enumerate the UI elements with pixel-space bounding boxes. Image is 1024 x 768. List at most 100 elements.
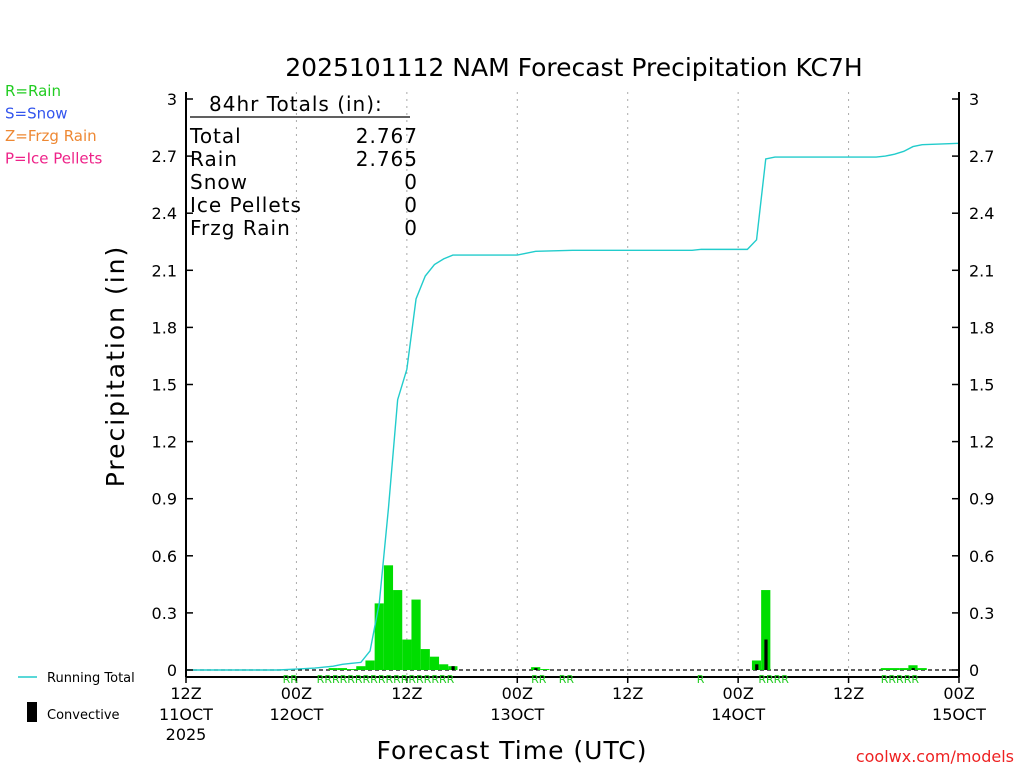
- precip-bar: [383, 565, 394, 670]
- convective-bar: [534, 668, 538, 670]
- y-tick-label-left: 0.6: [152, 547, 177, 566]
- y-tick-label-left: 0: [167, 661, 177, 680]
- legend: R=Rain S=Snow Z=Frzg Rain P=Ice Pellets Runn…: [5, 82, 135, 723]
- ptype-marker: RR: [283, 673, 299, 686]
- y-tick-label-left: 1.5: [152, 376, 177, 395]
- y-tick-label-left: 0.9: [152, 490, 177, 509]
- chart-title: 2025101112 NAM Forecast Precipitation KC…: [285, 53, 862, 82]
- credit-text: coolwx.com/models: [856, 747, 1014, 766]
- y-tick-label-left: 0.3: [152, 604, 177, 623]
- y-tick-label-right: 0.6: [969, 547, 994, 566]
- y-tick-label-left: 1.8: [152, 318, 177, 337]
- totals-header: 84hr Totals (in):: [209, 92, 383, 116]
- convective-legend-label: Convective: [47, 708, 120, 723]
- y-tick-label-right: 0.9: [969, 490, 994, 509]
- running-total-series: [186, 142, 960, 671]
- totals-label: Rain: [190, 147, 238, 171]
- convective-bar: [755, 664, 759, 670]
- x-tick-label: 12Z: [833, 684, 864, 703]
- axis-ticks: 0 00.3 0.30.6 0.60.9 0.91.2 1.21.5 1.51.8 1.82.…: [152, 90, 995, 744]
- precip-bar: [908, 665, 918, 670]
- x-tick-date: 14OCT: [711, 705, 765, 724]
- ptype-marker: RRRR: [758, 673, 789, 686]
- y-tick-label-right: 2.4: [969, 204, 994, 223]
- y-tick-label-right: 3: [969, 90, 979, 109]
- ptype-marker: RR: [531, 673, 547, 686]
- y-tick-label-left: 3: [167, 90, 177, 109]
- y-tick-label-left: 2.7: [152, 147, 177, 166]
- totals-value: 0: [404, 170, 418, 194]
- x-tick-label: 00Z: [502, 684, 533, 703]
- y-axis-label: Precipitation (in): [101, 245, 130, 488]
- precip-bar: [374, 603, 384, 670]
- precip-bar: [347, 669, 357, 670]
- y-tick-label-right: 2.1: [969, 261, 994, 280]
- convective-legend-swatch: [27, 702, 37, 722]
- precip-bar: [356, 666, 366, 670]
- x-tick-date: 11OCT: [159, 705, 213, 724]
- ptype-marker: RRRRRRRRRRRRRRRRRR: [317, 673, 455, 686]
- x-tick-label: 00Z: [722, 684, 753, 703]
- precip-bar: [429, 656, 440, 670]
- precip-bar: [337, 668, 348, 670]
- convective-bar: [911, 668, 915, 670]
- totals-label: Snow: [190, 170, 248, 194]
- totals-value: 0: [404, 193, 418, 217]
- totals-label: Frzg Rain: [190, 216, 291, 240]
- convective-bar: [451, 666, 455, 670]
- ptype-legend-entry: Z=Frzg Rain: [5, 127, 97, 145]
- y-tick-label-right: 1.5: [969, 376, 994, 395]
- precip-bar: [393, 590, 403, 670]
- x-axis-label: Forecast Time (UTC): [377, 736, 648, 765]
- ptype-marker: RRRRR: [881, 673, 920, 686]
- precip-bar: [328, 668, 338, 670]
- precip-bar: [365, 660, 375, 670]
- x-tick-label: 12Z: [612, 684, 643, 703]
- y-tick-label-right: 2.7: [969, 147, 994, 166]
- y-tick-label-right: 0.3: [969, 604, 994, 623]
- x-tick-label: 00Z: [281, 684, 312, 703]
- axes: [185, 92, 960, 678]
- running-legend-label: Running Total: [47, 671, 135, 686]
- totals-box: 84hr Totals (in): Total 2.767 Rain 2.765 Snow…: [189, 92, 418, 240]
- y-tick-label-left: 1.2: [152, 433, 177, 452]
- y-tick-label-right: 1.8: [969, 318, 994, 337]
- x-tick-date: 12OCT: [269, 705, 323, 724]
- precip-bar: [439, 664, 449, 670]
- ptype-marker: RR: [559, 673, 575, 686]
- ptype-marker: R: [697, 673, 705, 686]
- precip-bar: [761, 590, 771, 670]
- x-tick-year: 2025: [166, 725, 207, 744]
- x-tick-label: 12Z: [391, 684, 422, 703]
- totals-value: 0: [404, 216, 418, 240]
- precip-bar: [540, 669, 550, 670]
- ptype-markers: RR RRRRRRRRRRRRRRRRRR RR RR R RRRR RRRRR: [283, 673, 920, 686]
- x-tick-label: 12Z: [170, 684, 201, 703]
- ptype-legend-entry: R=Rain: [5, 82, 61, 100]
- precip-bar: [880, 668, 890, 670]
- convective-bar: [764, 639, 768, 670]
- x-tick-label: 00Z: [943, 684, 974, 703]
- precip-bar: [402, 639, 412, 670]
- precip-bar: [420, 649, 430, 670]
- precip-bar: [411, 599, 421, 670]
- precip-bar: [889, 668, 900, 670]
- x-tick-date: 13OCT: [490, 705, 544, 724]
- y-tick-label-right: 1.2: [969, 433, 994, 452]
- x-tick-date: 15OCT: [932, 705, 986, 724]
- totals-label: Total: [189, 124, 242, 148]
- y-tick-label-left: 2.1: [152, 261, 177, 280]
- totals-value: 2.765: [356, 147, 418, 171]
- precip-bar: [899, 668, 909, 670]
- y-tick-label-left: 2.4: [152, 204, 177, 223]
- precip-bars: [328, 565, 927, 670]
- y-tick-label-right: 0: [969, 661, 979, 680]
- precip-bar: [917, 668, 927, 670]
- gridlines: [186, 92, 959, 676]
- running-total-line: [186, 142, 960, 671]
- totals-value: 2.767: [356, 124, 418, 148]
- ptype-legend-entry: S=Snow: [5, 105, 68, 123]
- totals-label: Ice Pellets: [190, 193, 302, 217]
- ptype-legend-entry: P=Ice Pellets: [5, 150, 102, 168]
